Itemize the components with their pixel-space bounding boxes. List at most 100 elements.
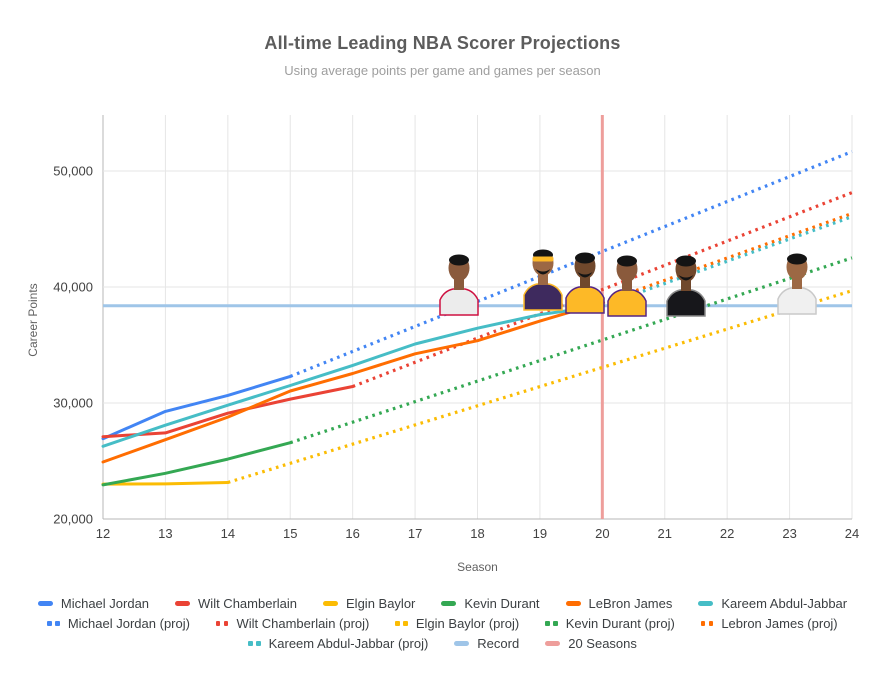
neck bbox=[792, 277, 802, 289]
legend-swatch-dot bbox=[223, 621, 229, 626]
jersey bbox=[777, 287, 817, 315]
jersey bbox=[666, 289, 706, 317]
legend-label: Record bbox=[477, 636, 520, 651]
neck bbox=[580, 276, 590, 288]
jersey bbox=[523, 283, 563, 311]
legend-item-wilt-chamberlain[interactable]: Wilt Chamberlain bbox=[175, 596, 297, 611]
neck bbox=[538, 273, 548, 285]
beard bbox=[577, 272, 593, 278]
legend-swatch-lebron-james bbox=[565, 601, 581, 606]
legend-swatch-wilt-chamberlain-proj bbox=[215, 621, 229, 626]
legend-item-kevin-durant-proj[interactable]: Kevin Durant (proj) bbox=[545, 616, 675, 631]
legend-swatch-michael-jordan bbox=[37, 601, 53, 606]
series-lebron-james-proj[interactable] bbox=[601, 211, 853, 305]
legend-swatch-dot bbox=[403, 621, 408, 626]
y-tick-label: 20,000 bbox=[53, 512, 93, 527]
headband bbox=[532, 256, 554, 262]
jersey bbox=[439, 288, 479, 316]
x-tick-label: 15 bbox=[283, 526, 297, 541]
y-tick-label: 30,000 bbox=[53, 396, 93, 411]
x-tick-label: 23 bbox=[782, 526, 796, 541]
legend-item-kareem-abdul-jabbar-proj[interactable]: Kareem Abdul-Jabbar (proj) bbox=[248, 636, 428, 651]
series-michael-jordan-proj[interactable] bbox=[289, 150, 853, 378]
legend-label: Wilt Chamberlain bbox=[198, 596, 298, 611]
hair bbox=[617, 255, 637, 267]
legend-item-20-seasons[interactable]: 20 Seasons bbox=[545, 636, 637, 651]
series-kareem-abdul-jabbar-proj[interactable] bbox=[601, 215, 853, 308]
legend-item-michael-jordan-proj[interactable]: Michael Jordan (proj) bbox=[47, 616, 190, 631]
legend-label: LeBron James bbox=[588, 596, 673, 611]
legend-label: Elgin Baylor (proj) bbox=[415, 616, 520, 631]
x-tick-label: 12 bbox=[96, 526, 110, 541]
legend-item-elgin-baylor[interactable]: Elgin Baylor bbox=[323, 596, 415, 611]
legend-item-kevin-durant[interactable]: Kevin Durant bbox=[441, 596, 540, 611]
neck bbox=[681, 279, 691, 291]
legend-label: 20 Seasons bbox=[568, 636, 637, 651]
legend-swatch-dot bbox=[256, 641, 261, 646]
legend-swatch-dot bbox=[395, 621, 400, 626]
x-tick-label: 17 bbox=[408, 526, 422, 541]
legend-swatch-elgin-baylor-proj bbox=[395, 621, 408, 626]
legend-item-michael-jordan[interactable]: Michael Jordan bbox=[37, 596, 150, 611]
series-kareem-abdul-jabbar[interactable] bbox=[101, 304, 604, 448]
jersey bbox=[607, 289, 647, 317]
series-kevin-durant[interactable] bbox=[101, 441, 292, 487]
legend-swatch-dot bbox=[545, 621, 550, 626]
legend-item-lebron-james[interactable]: LeBron James bbox=[565, 596, 673, 611]
legend-label: Michael Jordan (proj) bbox=[67, 616, 190, 631]
gridlines bbox=[102, 115, 853, 520]
series-wilt-chamberlain-proj[interactable] bbox=[352, 191, 853, 388]
hair bbox=[449, 254, 469, 266]
series-lebron-james[interactable] bbox=[101, 301, 604, 464]
legend-swatch-record bbox=[454, 641, 470, 646]
chart-plot-area: 12 13 14 15 16 17 18 19 20 21 22 23 24 20,000 30,000 40… bbox=[26, 115, 859, 574]
series-kevin-durant-proj[interactable] bbox=[289, 256, 853, 445]
avatar-michael-jordan bbox=[439, 254, 479, 316]
series-michael-jordan[interactable] bbox=[101, 374, 292, 441]
legend-swatch-kareem-abdul-jabbar-proj bbox=[248, 641, 261, 646]
hair bbox=[575, 252, 595, 264]
legend-item-kareem-abdul-jabbar[interactable]: Kareem Abdul-Jabbar bbox=[698, 596, 847, 611]
legend-label: Kevin Durant (proj) bbox=[565, 616, 675, 631]
x-tick-label: 20 bbox=[595, 526, 609, 541]
x-axis-title: Season bbox=[457, 560, 498, 574]
legend-swatch-kareem-abdul-jabbar bbox=[698, 601, 714, 606]
y-axis-title: Career Points bbox=[26, 283, 40, 356]
chart-subtitle: Using average points per game and games … bbox=[284, 63, 601, 78]
legend-row: Michael Jordan (proj) Wilt Chamberlain (p… bbox=[47, 616, 838, 631]
x-tick-label: 21 bbox=[658, 526, 672, 541]
legend-item-elgin-baylor-proj[interactable]: Elgin Baylor (proj) bbox=[395, 616, 519, 631]
series-elgin-baylor-proj[interactable] bbox=[227, 289, 853, 485]
jersey bbox=[565, 286, 605, 314]
x-tick-label: 24 bbox=[845, 526, 859, 541]
series-elgin-baylor[interactable] bbox=[101, 481, 230, 486]
hair bbox=[787, 253, 807, 265]
legend-item-wilt-chamberlain-proj[interactable]: Wilt Chamberlain (proj) bbox=[215, 616, 369, 631]
legend-swatch-dot bbox=[708, 621, 714, 626]
legend-row: Kareem Abdul-Jabbar (proj) Record 20 Seaso… bbox=[248, 636, 637, 651]
legend-swatch-kevin-durant-proj bbox=[545, 621, 558, 626]
legend-label: Kevin Durant bbox=[464, 596, 540, 611]
x-tick-label: 19 bbox=[533, 526, 547, 541]
legend-label: Michael Jordan bbox=[60, 596, 150, 611]
x-tick-label: 22 bbox=[720, 526, 734, 541]
avatar-elgin-baylor bbox=[777, 253, 817, 315]
legend-swatch-dot bbox=[700, 621, 706, 626]
legend-swatch-dot bbox=[553, 621, 558, 626]
legend-label: Kareem Abdul-Jabbar bbox=[721, 596, 848, 611]
series-wilt-chamberlain[interactable] bbox=[101, 385, 355, 439]
legend-item-record[interactable]: Record bbox=[454, 636, 519, 651]
legend-swatch-elgin-baylor bbox=[323, 601, 339, 606]
legend-row: Michael Jordan Wilt Chamberlain Elgin Bayl… bbox=[37, 596, 847, 611]
y-tick-label: 40,000 bbox=[53, 280, 93, 295]
chart-title: All-time Leading NBA Scorer Projections bbox=[264, 33, 621, 53]
avatar-wilt-chamberlain bbox=[523, 249, 563, 311]
x-tick-label: 13 bbox=[158, 526, 172, 541]
neck bbox=[454, 278, 464, 290]
beard bbox=[678, 275, 694, 281]
x-tick-label: 18 bbox=[470, 526, 484, 541]
avatar-lebron-james bbox=[565, 252, 605, 314]
hair bbox=[676, 255, 696, 267]
x-tick-label: 14 bbox=[221, 526, 235, 541]
legend-item-lebron-james-proj[interactable]: Lebron James (proj) bbox=[700, 616, 838, 631]
